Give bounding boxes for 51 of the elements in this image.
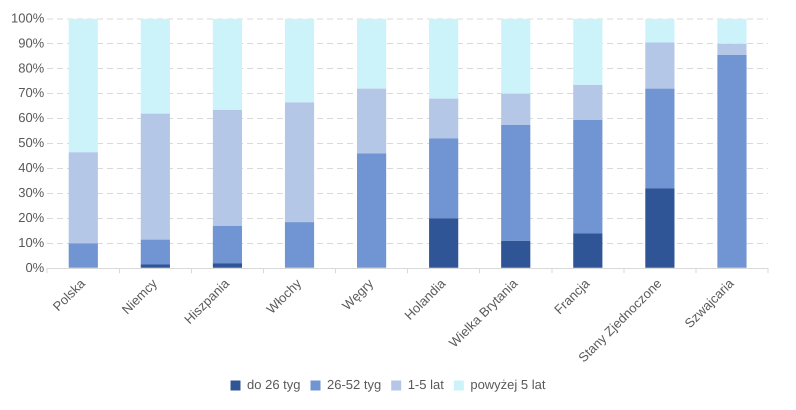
bar [356,88,386,154]
bar [501,18,530,94]
y-tick-label: 90% [18,35,45,50]
bar [68,243,98,268]
bar [68,152,98,244]
bar [212,226,242,264]
legend-label: 26-52 tyg [327,377,382,392]
bar [573,84,602,120]
legend-label: powyżej 5 lat [470,377,546,392]
bar [573,233,602,268]
bar [140,240,170,265]
bar [429,218,458,268]
bar [356,18,386,89]
y-tick-label: 70% [18,85,45,100]
bar [501,124,530,241]
bar [645,42,674,89]
bar [284,222,314,268]
bar [429,18,458,99]
bar [717,54,747,268]
bar [645,188,674,268]
bar [212,263,242,268]
y-tick-label: 50% [18,135,45,150]
bar [501,240,530,268]
bar [140,18,170,114]
bar [212,18,242,110]
bar [284,18,314,102]
bar [573,18,602,85]
y-tick-label: 100% [11,10,45,26]
y-tick-label: 40% [18,160,45,176]
legend-label: 1-5 lat [408,377,444,392]
bar [356,154,386,268]
bar [645,88,674,188]
bar [573,120,602,234]
bar [140,114,170,240]
bar [645,18,674,42]
y-tick-label: 60% [18,110,45,126]
legend-label: do 26 tyg [247,377,301,392]
bar [717,44,747,55]
bar [717,18,747,44]
y-tick-label: 20% [18,210,45,225]
bar [212,110,242,226]
bar [284,102,314,222]
bar [429,138,458,218]
y-tick-label: 0% [25,260,45,275]
y-tick-label: 10% [18,234,45,250]
bar [140,264,170,268]
y-tick-label: 30% [18,185,45,200]
bar [429,98,458,139]
bar [68,18,98,152]
bar [501,94,530,125]
y-tick-label: 80% [18,60,45,76]
